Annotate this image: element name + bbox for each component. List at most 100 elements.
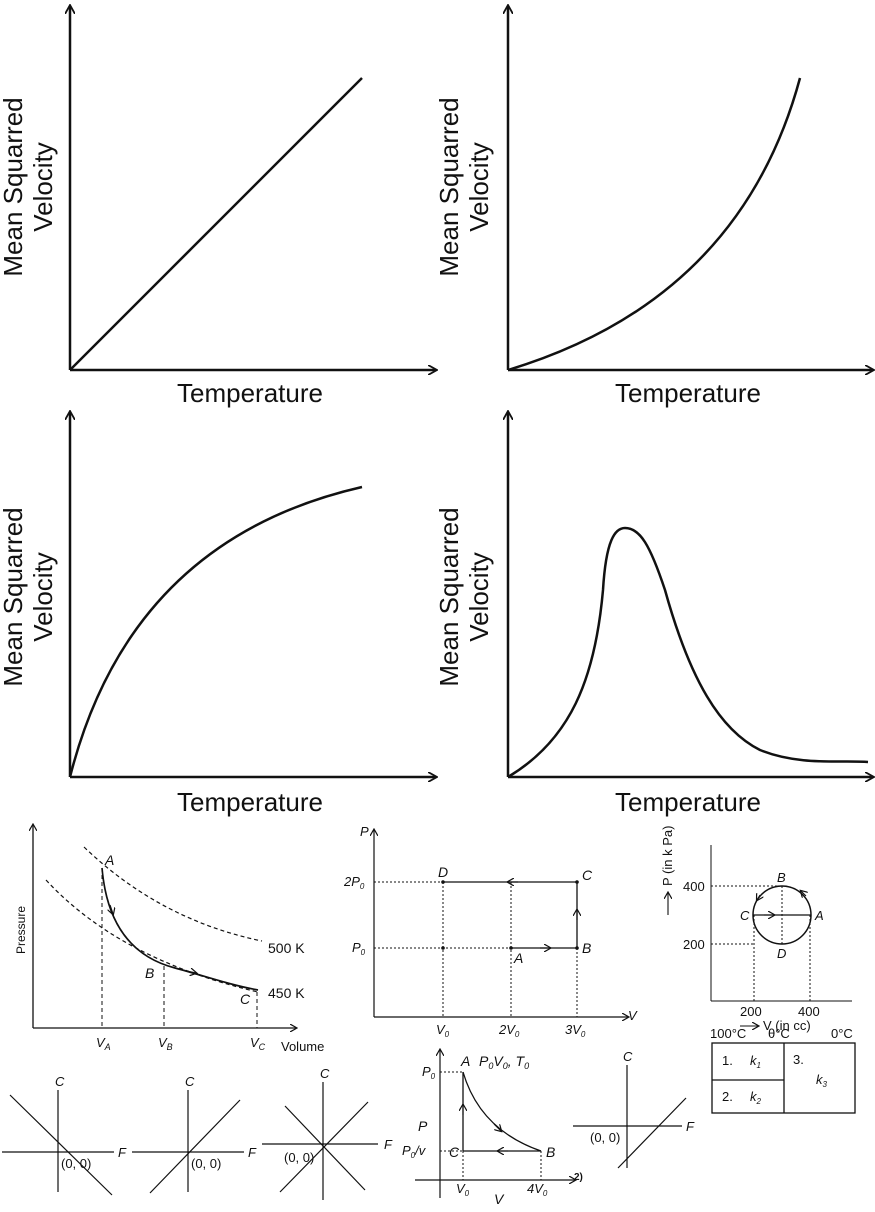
arrow-left bbox=[757, 895, 760, 900]
line bbox=[617, 1097, 687, 1169]
c-label: C bbox=[320, 1066, 330, 1081]
curve bbox=[68, 485, 363, 778]
origin-label: (0, 0) bbox=[61, 1156, 91, 1171]
row-3-k: k3 bbox=[816, 1072, 828, 1089]
c-label: C bbox=[55, 1074, 65, 1089]
arrow-top bbox=[801, 891, 806, 896]
row-1-k: k1 bbox=[750, 1053, 761, 1070]
arrow-down bbox=[110, 904, 113, 914]
row-1-num: 1. bbox=[722, 1053, 733, 1068]
p-axis-label: P bbox=[360, 824, 369, 839]
graph-concave: Mean Squarred Velocity Temperature bbox=[0, 412, 436, 817]
v-axis-label: V (in cc) bbox=[763, 1018, 811, 1033]
tick-p0: P0 bbox=[352, 940, 366, 957]
point-c: C bbox=[449, 1144, 460, 1160]
x-label: Temperature bbox=[615, 378, 761, 408]
arrow-curve bbox=[493, 1123, 501, 1131]
tick-2v0: 2V0 bbox=[498, 1022, 520, 1039]
process-curve bbox=[101, 867, 259, 991]
tick-v0: V0 bbox=[456, 1181, 470, 1198]
abc-cycle: P0 A P0V0, T0 P P0/v C B V0 4V0 V 2) bbox=[402, 1050, 583, 1207]
f-label: F bbox=[384, 1137, 393, 1152]
point-b: B bbox=[145, 965, 154, 981]
tick-3v0: 3V0 bbox=[565, 1022, 586, 1039]
label-500k: 500 K bbox=[268, 940, 305, 956]
line bbox=[149, 1099, 241, 1194]
tick-p0: P0 bbox=[422, 1064, 436, 1081]
tick-va: VA bbox=[96, 1035, 111, 1052]
y-label-line2: Velocity bbox=[464, 142, 494, 232]
line-1 bbox=[284, 1105, 366, 1191]
f-label: F bbox=[686, 1119, 695, 1134]
circular-cycle: P (in k Pa) V (in cc) 400 200 200 400 B … bbox=[660, 826, 852, 1033]
cf-graph-3: C F (0, 0) bbox=[262, 1066, 393, 1200]
row-2-num: 2. bbox=[722, 1089, 733, 1104]
fragment-text: 2) bbox=[574, 1172, 583, 1183]
temperature-table: 100°C θ°C 0°C 1. k1 2. k2 3. k3 bbox=[710, 1026, 856, 1114]
point-d: D bbox=[438, 864, 448, 880]
dot-x1 bbox=[441, 946, 445, 950]
graph-linear: Mean Squarred Velocity Temperature bbox=[0, 6, 436, 408]
line bbox=[9, 1094, 113, 1196]
x-label: Temperature bbox=[615, 787, 761, 817]
arrow-right bbox=[185, 971, 196, 973]
point-b: B bbox=[546, 1144, 555, 1160]
tick-vc: VC bbox=[250, 1035, 266, 1052]
point-c: C bbox=[582, 867, 593, 883]
label-450k: 450 K bbox=[268, 985, 305, 1001]
header-0c: 0°C bbox=[831, 1026, 853, 1041]
origin-label: (0, 0) bbox=[590, 1130, 620, 1145]
origin-label: (0, 0) bbox=[191, 1156, 221, 1171]
tick-x200: 200 bbox=[740, 1004, 762, 1019]
f-label: F bbox=[248, 1145, 257, 1160]
y-label-line1: Mean Squarred bbox=[434, 97, 464, 276]
point-c: C bbox=[740, 908, 750, 923]
graph-convex: Mean Squarred Velocity Temperature bbox=[434, 6, 873, 408]
dot-c bbox=[575, 880, 579, 884]
point-a: A bbox=[513, 950, 523, 966]
y-label-line1: Mean Squarred bbox=[434, 507, 464, 686]
y-label-line2: Velocity bbox=[28, 552, 58, 642]
dot-a bbox=[509, 946, 513, 950]
point-a: A bbox=[460, 1053, 470, 1069]
point-b: B bbox=[582, 940, 591, 956]
line-2 bbox=[279, 1101, 369, 1193]
curve bbox=[507, 77, 802, 372]
y-label-line1: Mean Squarred bbox=[0, 97, 28, 276]
tick-y200: 200 bbox=[683, 937, 705, 952]
tick-vb: VB bbox=[158, 1035, 173, 1052]
v-axis-label: V bbox=[628, 1008, 638, 1023]
x-label: Temperature bbox=[177, 378, 323, 408]
p-label: P bbox=[418, 1118, 428, 1134]
x-label: Temperature bbox=[177, 787, 323, 817]
cf-graph-1: C F (0, 0) bbox=[2, 1074, 127, 1196]
tick-4v0: 4V0 bbox=[527, 1181, 548, 1198]
isotherm-diagram: Pressure Volume 500 K 450 K A B C VA VB … bbox=[14, 825, 324, 1054]
tick-p0v: P0/v bbox=[402, 1143, 427, 1160]
point-b: B bbox=[777, 870, 786, 885]
v-axis-label: V bbox=[494, 1191, 505, 1207]
tick-v0: V0 bbox=[436, 1022, 450, 1039]
isotherm-500k bbox=[83, 846, 263, 942]
dot-b bbox=[575, 946, 579, 950]
tick-x400: 400 bbox=[798, 1004, 820, 1019]
point-d: D bbox=[777, 946, 786, 961]
cf-graph-4: C F (0, 0) bbox=[573, 1049, 695, 1169]
point-a: A bbox=[814, 908, 824, 923]
y-label-line1: Mean Squarred bbox=[0, 507, 28, 686]
rectangular-cycle: P V 2P0 P0 V0 2V0 3V0 D C A B bbox=[343, 824, 638, 1039]
p-axis-label: P (in k Pa) bbox=[660, 826, 675, 886]
tick-2p0: 2P0 bbox=[343, 874, 365, 891]
origin-label: (0, 0) bbox=[284, 1150, 314, 1165]
curve bbox=[69, 77, 363, 371]
cf-graph-2: C F (0, 0) bbox=[132, 1074, 257, 1194]
graph-peak: Mean Squarred Velocity Temperature bbox=[434, 412, 873, 817]
y-label: Pressure bbox=[14, 906, 28, 954]
point-c: C bbox=[240, 991, 251, 1007]
curve-ab bbox=[462, 1071, 542, 1152]
curve bbox=[507, 526, 869, 779]
c-label: C bbox=[185, 1074, 195, 1089]
state-a: P0V0, T0 bbox=[479, 1053, 529, 1071]
header-100c: 100°C bbox=[710, 1026, 746, 1041]
y-label-line2: Velocity bbox=[28, 142, 58, 232]
